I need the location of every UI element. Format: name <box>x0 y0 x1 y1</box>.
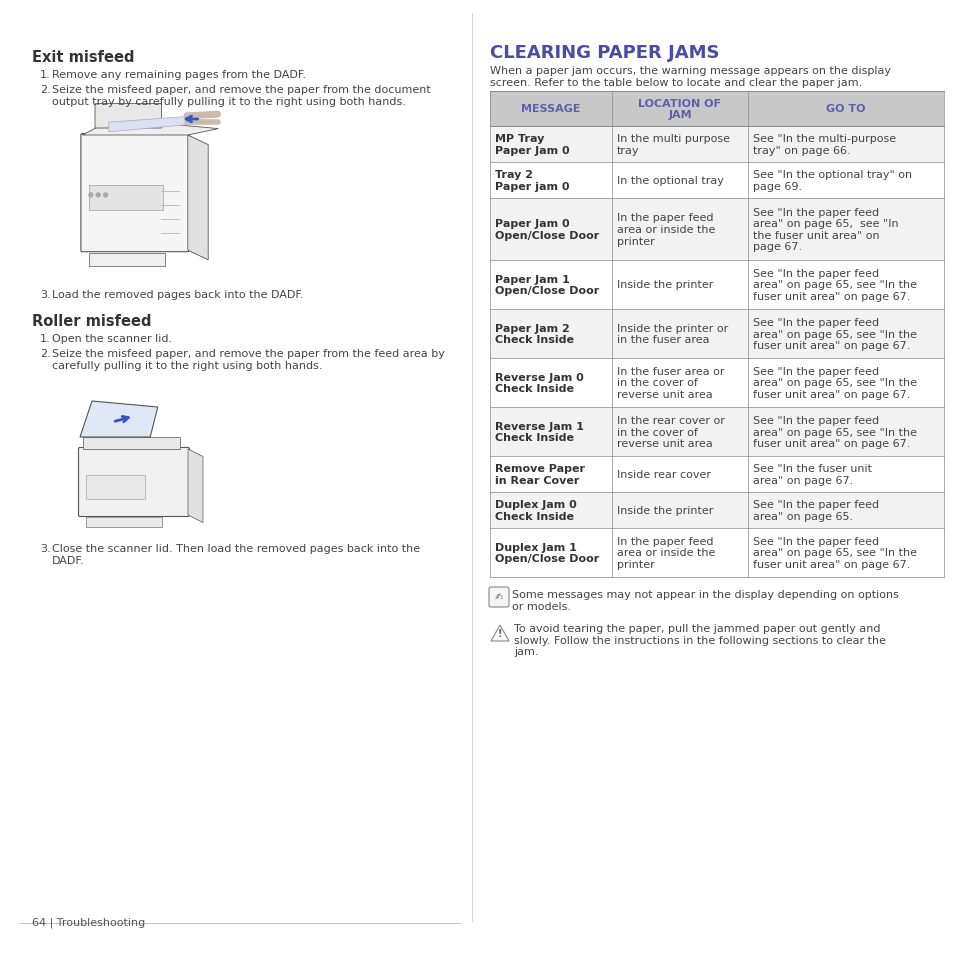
Bar <box>490 529 943 578</box>
FancyBboxPatch shape <box>489 587 509 607</box>
Text: See "In the fuser unit
area" on page 67.: See "In the fuser unit area" on page 67. <box>752 464 871 485</box>
Text: LOCATION OF
JAM: LOCATION OF JAM <box>638 98 720 120</box>
Text: 2.: 2. <box>40 349 51 358</box>
Text: In the rear cover or
in the cover of
reverse unit area: In the rear cover or in the cover of rev… <box>617 416 724 449</box>
Circle shape <box>89 193 92 197</box>
Text: Paper Jam 0
Open/Close Door: Paper Jam 0 Open/Close Door <box>495 219 598 240</box>
Bar <box>83 437 180 450</box>
Text: See "In the paper feed
area" on page 65.: See "In the paper feed area" on page 65. <box>752 499 879 521</box>
Bar <box>490 261 943 310</box>
Bar <box>86 476 145 499</box>
Text: Inside the printer: Inside the printer <box>617 280 713 291</box>
Text: See "In the optional tray" on
page 69.: See "In the optional tray" on page 69. <box>752 170 911 192</box>
Text: Inside the printer or
in the fuser area: Inside the printer or in the fuser area <box>617 323 727 345</box>
Text: Remove any remaining pages from the DADF.: Remove any remaining pages from the DADF… <box>52 70 306 80</box>
Text: Reverse Jam 1
Check Inside: Reverse Jam 1 Check Inside <box>495 421 583 443</box>
Circle shape <box>104 193 108 197</box>
Text: Open the scanner lid.: Open the scanner lid. <box>52 334 172 344</box>
Text: In the multi purpose
tray: In the multi purpose tray <box>617 134 729 155</box>
Polygon shape <box>82 120 218 136</box>
Text: Tray 2
Paper jam 0: Tray 2 Paper jam 0 <box>495 170 569 192</box>
Text: When a paper jam occurs, the warning message appears on the display
screen. Refe: When a paper jam occurs, the warning mes… <box>490 66 890 88</box>
Text: 64 | Troubleshooting: 64 | Troubleshooting <box>32 917 145 927</box>
Text: See "In the paper feed
area" on page 65, see "In the
fuser unit area" on page 67: See "In the paper feed area" on page 65,… <box>752 367 916 399</box>
Polygon shape <box>80 401 157 437</box>
Text: In the fuser area or
in the cover of
reverse unit area: In the fuser area or in the cover of rev… <box>617 367 723 399</box>
Text: Exit misfeed: Exit misfeed <box>32 50 134 65</box>
Text: Seize the misfeed paper, and remove the paper from the document
output tray by c: Seize the misfeed paper, and remove the … <box>52 85 431 107</box>
Text: Paper Jam 2
Check Inside: Paper Jam 2 Check Inside <box>495 323 574 345</box>
Text: In the optional tray: In the optional tray <box>617 175 723 186</box>
Text: Some messages may not appear in the display depending on options
or models.: Some messages may not appear in the disp… <box>512 589 898 611</box>
Text: Duplex Jam 0
Check Inside: Duplex Jam 0 Check Inside <box>495 499 577 521</box>
Text: In the paper feed
area or inside the
printer: In the paper feed area or inside the pri… <box>617 213 715 246</box>
Bar <box>490 358 943 408</box>
Text: In the paper feed
area or inside the
printer: In the paper feed area or inside the pri… <box>617 537 715 570</box>
Polygon shape <box>491 625 509 641</box>
Text: See "In the paper feed
area" on page 65, see "In the
fuser unit area" on page 67: See "In the paper feed area" on page 65,… <box>752 317 916 351</box>
FancyBboxPatch shape <box>78 448 190 517</box>
Bar <box>90 254 165 267</box>
Text: Reverse Jam 0
Check Inside: Reverse Jam 0 Check Inside <box>495 373 583 394</box>
Text: 3.: 3. <box>40 543 51 554</box>
Bar <box>490 408 943 456</box>
Circle shape <box>96 193 100 197</box>
Polygon shape <box>109 116 197 132</box>
Text: 1.: 1. <box>40 334 51 344</box>
Text: See "In the paper feed
area" on page 65, see "In the
fuser unit area" on page 67: See "In the paper feed area" on page 65,… <box>752 416 916 449</box>
Bar <box>90 185 163 211</box>
Text: 1.: 1. <box>40 70 51 80</box>
Text: Close the scanner lid. Then load the removed pages back into the
DADF.: Close the scanner lid. Then load the rem… <box>52 543 419 565</box>
Bar <box>490 493 943 529</box>
Text: See "In the paper feed
area" on page 65,  see "In
the fuser unit area" on
page 6: See "In the paper feed area" on page 65,… <box>752 208 898 253</box>
Bar <box>490 91 943 127</box>
Text: See "In the multi-purpose
tray" on page 66.: See "In the multi-purpose tray" on page … <box>752 134 895 155</box>
Text: Inside the printer: Inside the printer <box>617 505 713 516</box>
Text: ✍: ✍ <box>495 593 502 602</box>
Polygon shape <box>188 450 203 523</box>
Text: 2.: 2. <box>40 85 51 95</box>
Text: Load the removed pages back into the DADF.: Load the removed pages back into the DAD… <box>52 290 303 299</box>
Text: Seize the misfeed paper, and remove the paper from the feed area by
carefully pu: Seize the misfeed paper, and remove the … <box>52 349 444 370</box>
Text: See "In the paper feed
area" on page 65, see "In the
fuser unit area" on page 67: See "In the paper feed area" on page 65,… <box>752 269 916 302</box>
Text: GO TO: GO TO <box>825 105 864 114</box>
Bar <box>490 456 943 493</box>
Text: Inside rear cover: Inside rear cover <box>617 470 710 479</box>
Bar <box>490 127 943 163</box>
Bar <box>490 310 943 358</box>
Text: CLEARING PAPER JAMS: CLEARING PAPER JAMS <box>490 44 719 62</box>
Text: Duplex Jam 1
Open/Close Door: Duplex Jam 1 Open/Close Door <box>495 542 598 564</box>
FancyBboxPatch shape <box>95 105 161 129</box>
Text: To avoid tearing the paper, pull the jammed paper out gently and
slowly. Follow : To avoid tearing the paper, pull the jam… <box>514 623 885 657</box>
Text: MESSAGE: MESSAGE <box>520 105 580 114</box>
Text: Paper Jam 1
Open/Close Door: Paper Jam 1 Open/Close Door <box>495 274 598 296</box>
Bar <box>490 163 943 199</box>
Text: MP Tray
Paper Jam 0: MP Tray Paper Jam 0 <box>495 134 569 155</box>
Bar <box>86 517 161 527</box>
Bar <box>490 199 943 261</box>
FancyBboxPatch shape <box>81 134 189 253</box>
Text: !: ! <box>497 628 501 639</box>
Text: 3.: 3. <box>40 290 51 299</box>
Polygon shape <box>188 136 208 260</box>
Text: See "In the paper feed
area" on page 65, see "In the
fuser unit area" on page 67: See "In the paper feed area" on page 65,… <box>752 537 916 570</box>
Text: Remove Paper
in Rear Cover: Remove Paper in Rear Cover <box>495 464 584 485</box>
Text: Roller misfeed: Roller misfeed <box>32 314 152 329</box>
